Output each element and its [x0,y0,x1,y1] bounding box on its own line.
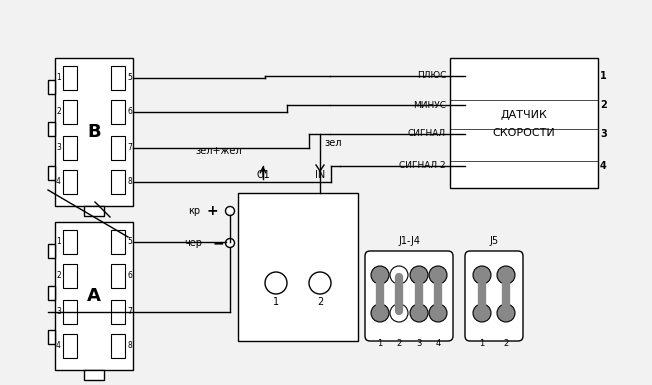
Text: 1: 1 [56,238,61,246]
Bar [111,230,125,254]
Text: 8: 8 [127,341,132,350]
Text: B: B [87,123,101,141]
Circle shape [410,304,428,322]
Text: 7: 7 [127,144,132,152]
Circle shape [473,304,491,322]
Circle shape [429,304,447,322]
Circle shape [473,266,491,284]
Text: 6: 6 [127,107,132,117]
Text: J5: J5 [490,236,499,246]
Text: 4: 4 [56,177,61,186]
Circle shape [226,206,235,216]
FancyBboxPatch shape [465,251,523,341]
Bar [48,244,55,258]
Text: ДАТЧИК: ДАТЧИК [501,110,548,120]
Bar [111,300,125,324]
Circle shape [410,266,428,284]
Circle shape [371,266,389,284]
Text: 2: 2 [600,100,607,110]
Bar [63,100,77,124]
Bar [111,170,125,194]
Text: 4: 4 [56,341,61,350]
Circle shape [497,266,515,284]
Bar [111,66,125,90]
Text: 6: 6 [127,271,132,281]
Bar [63,300,77,324]
Text: СКОРОСТИ: СКОРОСТИ [493,128,556,138]
Bar [238,193,358,341]
Text: кр: кр [188,206,200,216]
Text: 8: 8 [127,177,132,186]
Text: 2: 2 [396,340,402,348]
Text: 7: 7 [127,308,132,316]
Text: J1-J4: J1-J4 [398,236,420,246]
Bar [55,58,133,206]
FancyBboxPatch shape [365,251,453,341]
Text: чер: чер [184,238,202,248]
Text: 4: 4 [436,340,441,348]
Text: 4: 4 [600,161,607,171]
Bar [48,80,55,94]
Text: −: − [212,236,224,250]
Bar [48,122,55,136]
Circle shape [265,272,287,294]
Text: 3: 3 [600,129,607,139]
Text: 2: 2 [317,297,323,307]
Text: 2: 2 [56,271,61,281]
Bar [450,58,598,188]
Bar [55,222,133,370]
Bar [84,206,104,216]
Text: +: + [206,204,218,218]
Circle shape [497,304,515,322]
Bar [111,264,125,288]
Text: 1: 1 [273,297,279,307]
Text: СИГНАЛ 2: СИГНАЛ 2 [400,161,446,171]
Bar [111,136,125,160]
Text: 1: 1 [378,340,383,348]
Text: зел: зел [324,138,342,148]
Text: зел+жел: зел+жел [195,146,242,156]
Bar [63,170,77,194]
Text: 2: 2 [56,107,61,117]
Text: 5: 5 [127,238,132,246]
Circle shape [226,238,235,248]
Bar [48,330,55,344]
Bar [63,66,77,90]
Bar [84,370,104,380]
Text: ПЛЮС: ПЛЮС [417,72,446,80]
Circle shape [429,266,447,284]
Bar [63,136,77,160]
Circle shape [371,304,389,322]
Bar [63,334,77,358]
Bar [48,286,55,300]
Bar [111,100,125,124]
Text: 1: 1 [479,340,484,348]
Text: O1: O1 [256,170,270,180]
Text: 3: 3 [56,144,61,152]
Text: IN: IN [315,170,325,180]
Bar [48,166,55,180]
Bar [63,230,77,254]
Bar [63,264,77,288]
Circle shape [309,272,331,294]
Text: 3: 3 [417,340,422,348]
Text: 2: 2 [503,340,509,348]
Text: 3: 3 [56,308,61,316]
Text: МИНУС: МИНУС [413,100,446,109]
Text: 5: 5 [127,74,132,82]
Text: A: A [87,287,101,305]
Circle shape [390,304,408,322]
Bar [111,334,125,358]
Text: 1: 1 [56,74,61,82]
Circle shape [390,266,408,284]
Text: СИГНАЛ: СИГНАЛ [408,129,446,139]
Text: 1: 1 [600,71,607,81]
